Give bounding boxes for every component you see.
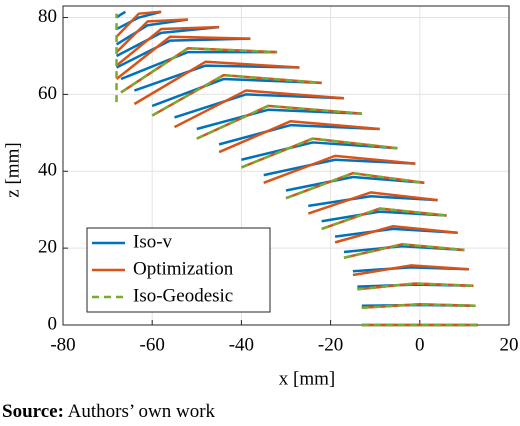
curve <box>285 175 425 192</box>
legend-label: Iso-v <box>133 231 173 252</box>
y-tick-label: 80 <box>38 6 57 27</box>
curve <box>115 10 162 38</box>
x-tick-label: 0 <box>415 334 425 355</box>
caption-text: Authors’ own work <box>68 401 216 422</box>
curve <box>307 191 438 215</box>
curve <box>151 73 322 117</box>
x-tick-label: -40 <box>229 334 254 355</box>
curve <box>115 18 188 54</box>
caption-label: Source: <box>2 401 64 422</box>
curve <box>343 243 465 259</box>
curve <box>120 50 278 81</box>
curve <box>196 108 362 131</box>
legend-label: Iso-Geodesic <box>133 285 233 306</box>
y-tick-label: 0 <box>48 313 58 334</box>
curve <box>115 25 220 58</box>
curve <box>361 302 476 309</box>
curve <box>334 224 458 244</box>
y-tick-label: 40 <box>38 160 57 181</box>
curve <box>241 141 398 161</box>
curve <box>120 47 278 94</box>
x-axis-label: x [mm] <box>279 368 335 389</box>
x-tick-label: -80 <box>50 334 75 355</box>
curve <box>133 60 300 106</box>
x-tick-label: -20 <box>318 334 343 355</box>
curve <box>263 158 416 177</box>
axes-box <box>62 5 510 326</box>
curve <box>115 25 220 67</box>
curve <box>285 171 425 200</box>
curve <box>352 264 469 277</box>
y-tick-label: 60 <box>38 83 57 104</box>
curve <box>115 18 189 46</box>
y-axis-label: z [mm] <box>2 142 23 197</box>
curve <box>115 10 162 31</box>
curve <box>196 104 362 140</box>
curve <box>115 10 127 19</box>
caption: Source: Authors’ own work <box>2 401 216 422</box>
curve <box>357 282 474 291</box>
curve <box>115 37 251 69</box>
curve <box>151 77 322 108</box>
curve <box>115 35 251 81</box>
curve <box>173 89 345 129</box>
x-tick-label: -60 <box>140 334 165 355</box>
y-tick-label: 20 <box>38 236 57 257</box>
curve <box>174 93 345 119</box>
curve <box>263 154 416 184</box>
curve <box>308 194 438 208</box>
legend-label: Optimization <box>133 258 234 279</box>
curve <box>218 120 380 154</box>
curve <box>240 137 398 169</box>
curve <box>218 123 380 146</box>
curve <box>133 64 300 92</box>
x-tick-label: 20 <box>500 334 519 355</box>
curve <box>321 207 447 231</box>
